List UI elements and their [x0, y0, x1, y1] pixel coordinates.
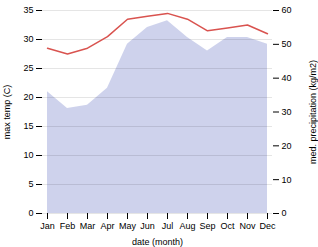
- svg-text:Aug: Aug: [179, 221, 195, 231]
- svg-text:Feb: Feb: [60, 221, 76, 231]
- svg-text:20: 20: [282, 141, 292, 151]
- svg-text:30: 30: [23, 34, 33, 44]
- svg-text:med. precipitation (kg/m2): med. precipitation (kg/m2): [308, 60, 318, 164]
- svg-text:Apr: Apr: [100, 221, 114, 231]
- svg-text:Sep: Sep: [199, 221, 215, 231]
- svg-text:35: 35: [23, 5, 33, 15]
- svg-text:Jul: Jul: [162, 221, 174, 231]
- svg-text:Jun: Jun: [140, 221, 155, 231]
- svg-text:Nov: Nov: [239, 221, 256, 231]
- svg-text:40: 40: [282, 73, 292, 83]
- svg-text:5: 5: [28, 179, 33, 189]
- svg-text:Mar: Mar: [80, 221, 96, 231]
- svg-text:max temp (C): max temp (C): [2, 85, 12, 140]
- svg-text:15: 15: [23, 121, 33, 131]
- svg-text:May: May: [119, 221, 137, 231]
- svg-text:Jan: Jan: [40, 221, 55, 231]
- svg-text:10: 10: [282, 175, 292, 185]
- svg-text:60: 60: [282, 5, 292, 15]
- svg-text:50: 50: [282, 39, 292, 49]
- svg-text:0: 0: [28, 208, 33, 218]
- svg-text:10: 10: [23, 150, 33, 160]
- svg-text:20: 20: [23, 92, 33, 102]
- svg-text:date (month): date (month): [132, 237, 183, 247]
- svg-text:Oct: Oct: [220, 221, 235, 231]
- svg-text:0: 0: [282, 208, 287, 218]
- svg-text:30: 30: [282, 107, 292, 117]
- svg-text:Dec: Dec: [259, 221, 276, 231]
- svg-text:25: 25: [23, 63, 33, 73]
